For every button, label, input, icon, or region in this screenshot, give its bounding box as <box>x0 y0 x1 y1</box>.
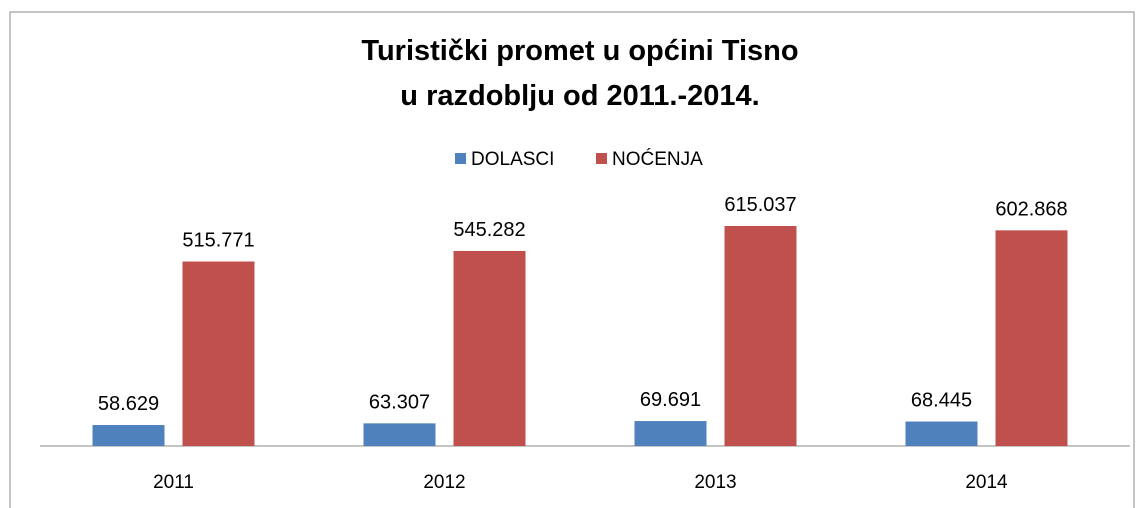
x-tick-label: 2013 <box>694 472 736 493</box>
bar <box>182 261 255 446</box>
x-tick-label: 2011 <box>153 472 194 493</box>
bar <box>363 423 436 446</box>
data-label: 602.868 <box>995 198 1067 220</box>
data-label: 615.037 <box>724 194 796 216</box>
x-tick-label: 2014 <box>965 472 1008 493</box>
data-label: 68.445 <box>911 390 972 412</box>
bar <box>995 230 1068 446</box>
bar <box>92 425 165 446</box>
data-label: 545.282 <box>453 219 525 241</box>
legend-swatch <box>455 153 466 164</box>
data-label: 58.629 <box>98 393 159 415</box>
x-tick-label: 2012 <box>423 472 465 493</box>
bar <box>634 421 707 446</box>
chart-title: u razdoblju od 2011.-2014. <box>400 80 759 112</box>
bar <box>453 250 526 446</box>
bar <box>905 421 978 446</box>
bar <box>724 226 797 446</box>
legend-label: NOĆENJA <box>612 148 703 170</box>
legend-label: DOLASCI <box>471 149 554 170</box>
legend-swatch <box>596 153 607 164</box>
data-label: 515.771 <box>182 230 254 252</box>
data-label: 63.307 <box>369 391 430 413</box>
data-label: 69.691 <box>640 389 701 411</box>
chart-title: Turistički promet u općini Tisno <box>361 35 798 67</box>
